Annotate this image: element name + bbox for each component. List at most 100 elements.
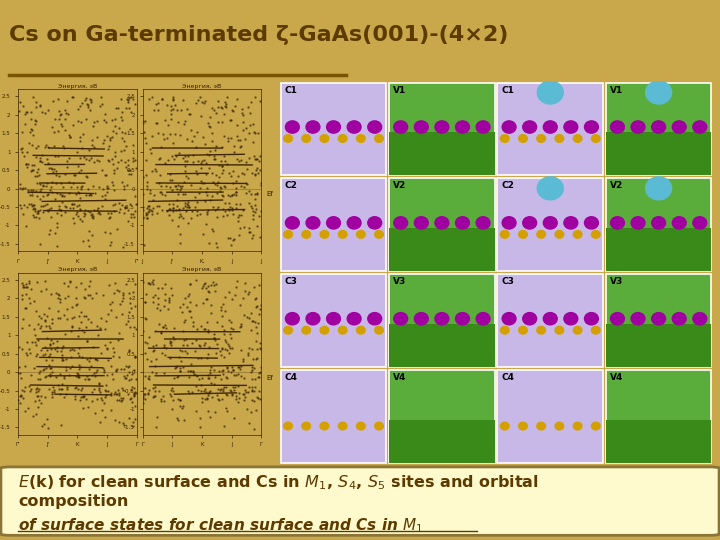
Point [89,368,100,377]
Point [45,204,57,213]
Point [26,200,37,208]
Point [167,186,179,194]
Point [74,205,86,213]
Circle shape [652,121,665,133]
Point [236,169,248,178]
Point [30,384,42,393]
Circle shape [476,121,490,133]
Point [67,179,78,187]
Point [138,392,149,401]
Point [212,213,223,221]
Point [97,139,109,147]
Point [114,300,126,308]
Point [255,301,266,309]
Point [145,148,157,157]
Point [166,291,178,300]
Point [222,340,233,348]
Point [66,353,77,361]
Point [76,182,88,191]
Point [14,368,26,377]
Point [144,144,156,153]
Circle shape [544,313,557,325]
Point [216,156,228,165]
Point [220,100,232,109]
Point [200,284,212,292]
Point [171,195,183,204]
Point [142,177,153,186]
Point [43,205,55,214]
Point [215,347,226,356]
Point [114,205,126,214]
Point [154,171,166,179]
Point [173,395,184,403]
Point [239,286,251,295]
Point [27,201,38,210]
Point [228,236,239,245]
Point [194,209,205,218]
Point [199,339,210,347]
Point [140,211,152,220]
Point [169,101,181,110]
Point [149,387,161,395]
Point [230,371,242,380]
Point [101,181,112,190]
Circle shape [500,134,509,143]
Point [196,159,207,168]
Point [194,414,206,422]
Point [123,94,135,103]
Point [96,406,107,414]
Point [107,133,118,141]
Point [45,350,56,359]
Point [231,154,243,163]
Point [239,386,251,394]
Point [238,373,250,382]
Circle shape [631,217,645,229]
Point [73,372,84,380]
Point [83,191,94,200]
Point [138,190,149,199]
Point [239,279,251,287]
Point [202,150,213,159]
Point [122,95,133,104]
Title: Энергия, эВ: Энергия, эВ [58,267,97,272]
Circle shape [302,134,310,143]
Point [63,153,74,162]
Point [42,105,54,114]
Point [25,125,37,134]
Point [98,366,109,374]
Point [149,392,161,400]
Point [199,140,211,149]
Point [61,305,73,313]
Point [210,349,222,357]
Point [150,423,161,431]
Circle shape [374,231,383,238]
Point [184,307,195,316]
Circle shape [700,134,708,143]
Point [228,366,239,374]
Point [226,389,238,398]
Circle shape [285,25,300,37]
Point [63,110,74,118]
Point [103,280,114,289]
Point [201,187,212,196]
Point [60,125,71,134]
Circle shape [374,134,383,143]
Circle shape [645,326,654,334]
Point [240,387,252,396]
Text: of surface states for clean surface and Cs in $M_1$: of surface states for clean surface and … [19,516,424,535]
Point [112,336,124,345]
Point [204,387,215,395]
Point [34,156,45,165]
Point [86,210,97,218]
Point [217,387,229,395]
Point [247,395,258,404]
Point [176,404,187,413]
Point [232,132,243,140]
Point [229,102,240,111]
Point [34,194,45,203]
Point [30,330,41,339]
Point [82,315,94,323]
Point [250,155,261,164]
Point [142,201,153,210]
Circle shape [502,313,516,325]
